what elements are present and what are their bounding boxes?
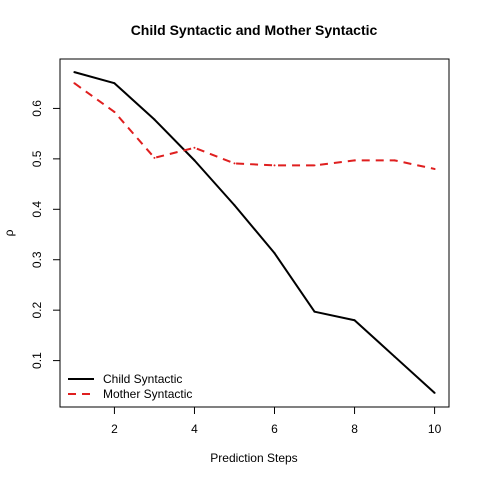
series-layer <box>73 71 436 394</box>
series-2-point <box>313 164 316 167</box>
series-1-point <box>153 118 156 121</box>
y-tick-label: 0.3 <box>30 251 44 268</box>
series-2-point <box>113 110 116 113</box>
y-tick-label: 0.6 <box>30 100 44 117</box>
y-axis: 0.1 0.2 0.3 0.4 0.5 0.6 <box>30 100 61 369</box>
x-tick-label: 2 <box>111 422 118 436</box>
x-tick-label: 4 <box>191 422 198 436</box>
x-axis: 2 4 6 8 10 <box>111 406 442 436</box>
x-axis-label: Prediction Steps <box>210 451 297 465</box>
series-2-point <box>393 159 396 162</box>
y-axis-label: ρ <box>2 229 16 236</box>
y-tick-label: 0.2 <box>30 302 44 319</box>
series-2-point <box>193 146 196 149</box>
series-line-1 <box>74 71 436 394</box>
series-1-point <box>273 252 276 255</box>
x-tick-label: 10 <box>428 422 442 436</box>
series-1-point <box>113 82 116 85</box>
y-tick-label: 0.1 <box>30 352 44 369</box>
x-tick-label: 6 <box>271 422 278 436</box>
y-tick-label: 0.5 <box>30 150 44 167</box>
series-1-point <box>313 310 316 313</box>
plot-frame <box>59 58 450 408</box>
series-2-point <box>353 159 356 162</box>
series-2-point <box>73 82 76 85</box>
series-1-point <box>433 391 436 394</box>
legend-label: Mother Syntactic <box>103 387 192 401</box>
series-2-point <box>153 156 156 159</box>
series-1-point <box>393 355 396 358</box>
series-line-2 <box>73 82 435 170</box>
y-tick-label: 0.4 <box>30 201 44 218</box>
series-2-point <box>433 167 436 170</box>
chart-title: Child Syntactic and Mother Syntactic <box>131 22 378 38</box>
x-tick-label: 8 <box>351 422 358 436</box>
series-1-point <box>73 71 76 74</box>
series-1-point <box>233 204 236 207</box>
series-2-point <box>233 162 236 165</box>
legend-label: Child Syntactic <box>103 372 182 386</box>
series-2-point <box>273 164 276 167</box>
series-1-point <box>353 319 356 322</box>
series-1-point <box>193 159 196 162</box>
